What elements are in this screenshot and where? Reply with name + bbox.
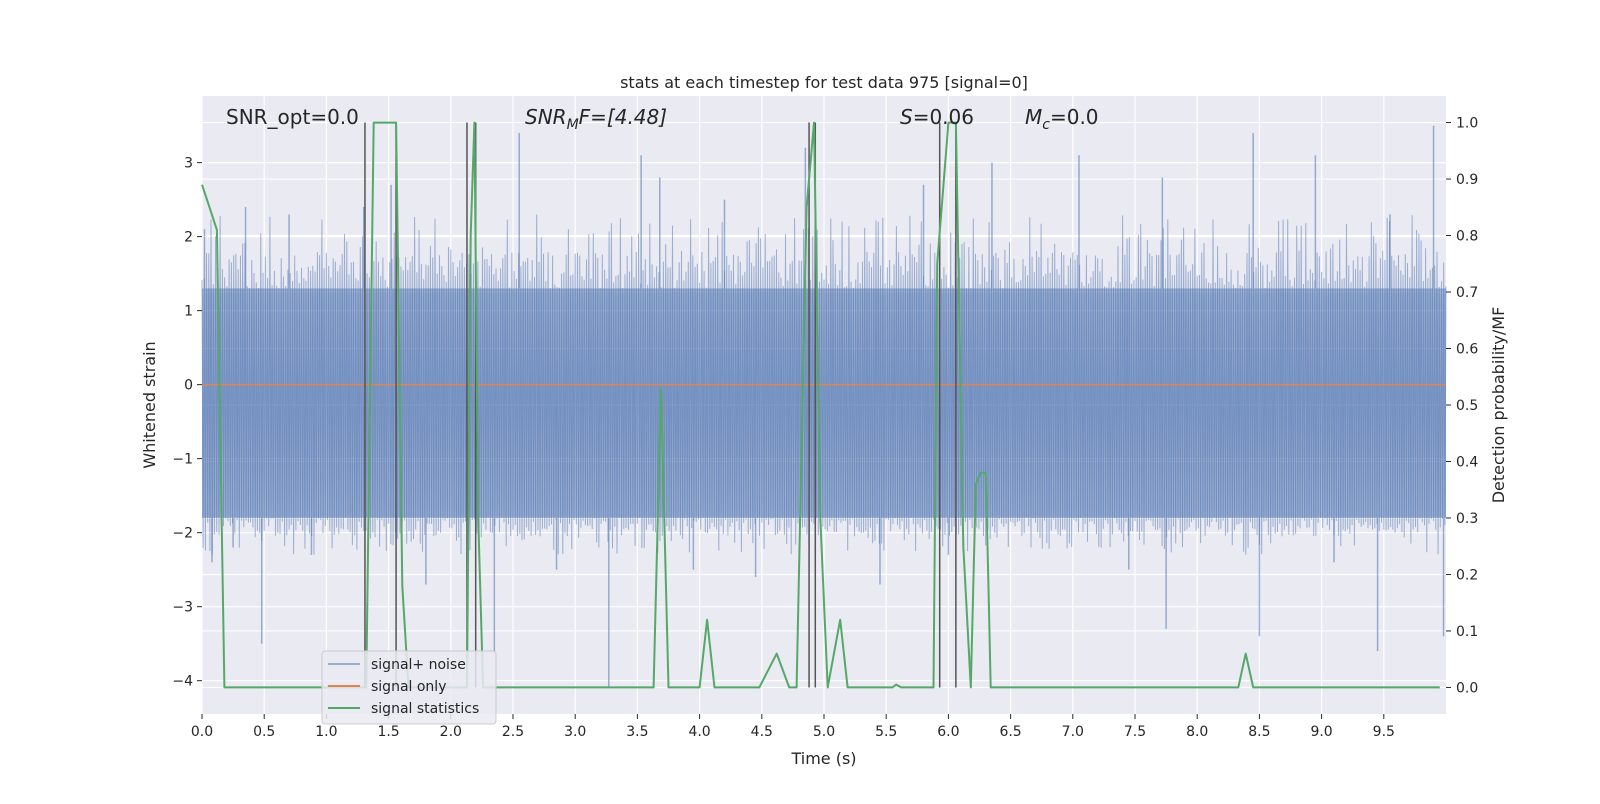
y-tick-label-4: −1 [172,452,193,468]
y-right-tick-label-4: 0.6 [1456,342,1478,358]
y-tick-label-2: 1 [184,304,193,320]
legend-box [321,650,497,725]
x-tick-label-12: 6.0 [937,724,959,740]
y-axis-right-ticks: 1.0 0.9 0.8 0.7 0.6 0.5 0.4 0.3 0.2 0.1 0.0 [1446,116,1478,696]
legend-label-signal-noise: signal+ noise [371,657,466,673]
x-tick-label-18: 9.0 [1310,724,1332,740]
x-tick-label-0: 0.0 [191,724,213,740]
x-tick-label-4: 2.0 [440,724,462,740]
y-tick-label-5: −2 [172,526,193,542]
x-tick-label-9: 4.5 [751,724,773,740]
y-axis-label: Whitened strain [140,341,159,468]
x-tick-label-2: 1.0 [315,724,337,740]
x-tick-label-15: 7.5 [1124,724,1146,740]
annotation-snr-mf: SNRMF=[4.48] [525,105,667,133]
x-tick-label-16: 8.0 [1186,724,1208,740]
noise-line [201,214,1447,555]
x-tick-label-17: 8.5 [1248,724,1270,740]
y-right-tick-label-2: 0.8 [1456,229,1478,245]
y-right-tick-label-10: 0.0 [1456,680,1478,696]
y-axis-right-label: Detection probability/MF [1489,307,1508,504]
y-right-tick-label-3: 0.7 [1456,285,1478,301]
y-right-tick-label-5: 0.5 [1456,398,1478,414]
x-tick-label-7: 3.5 [626,724,648,740]
y-right-tick-label-1: 0.9 [1456,172,1478,188]
x-tick-label-3: 1.5 [377,724,399,740]
x-tick-label-5: 2.5 [502,724,524,740]
x-tick-label-14: 7.0 [1062,724,1084,740]
y-right-tick-label-0: 1.0 [1456,116,1478,132]
y-tick-label-7: −4 [172,674,193,690]
y-right-tick-label-7: 0.3 [1456,511,1478,527]
y-right-tick-label-8: 0.2 [1456,567,1478,583]
y-tick-label-0: 3 [184,156,193,172]
noise-series [201,125,1447,689]
x-axis-label: Time (s) [790,749,856,768]
y-tick-label-3: 0 [184,378,193,394]
y-axis-ticks: 3 2 1 0 −1 −2 −3 −4 [172,156,202,690]
x-tick-label-10: 5.0 [813,724,835,740]
legend: signal+ noise signal only signal statist… [321,650,497,725]
legend-label-signal-statistics: signal statistics [371,701,479,717]
annotation-snr-opt: SNR_opt=0.0 [226,105,359,129]
legend-label-signal-only: signal only [371,679,446,695]
x-tick-label-11: 5.5 [875,724,897,740]
x-tick-label-6: 3.0 [564,724,586,740]
x-tick-label-1: 0.5 [253,724,275,740]
y-right-tick-label-6: 0.4 [1456,454,1478,470]
x-tick-label-19: 9.5 [1373,724,1395,740]
y-right-tick-label-9: 0.1 [1456,624,1478,640]
x-tick-label-8: 4.0 [688,724,710,740]
x-axis-ticks: 0.0 0.5 1.0 1.5 2.0 2.5 3.0 3.5 4.0 4.5 5.0 5.5 6.0 6… [191,714,1395,740]
y-tick-label-1: 2 [184,230,193,246]
annotation-s: S=0.06 [900,105,974,129]
annotation-mc: Mc=0.0 [1025,105,1099,133]
y-tick-label-6: −3 [172,600,193,616]
x-tick-label-13: 6.5 [999,724,1021,740]
chart-title: stats at each timestep for test data 975… [620,73,1028,92]
